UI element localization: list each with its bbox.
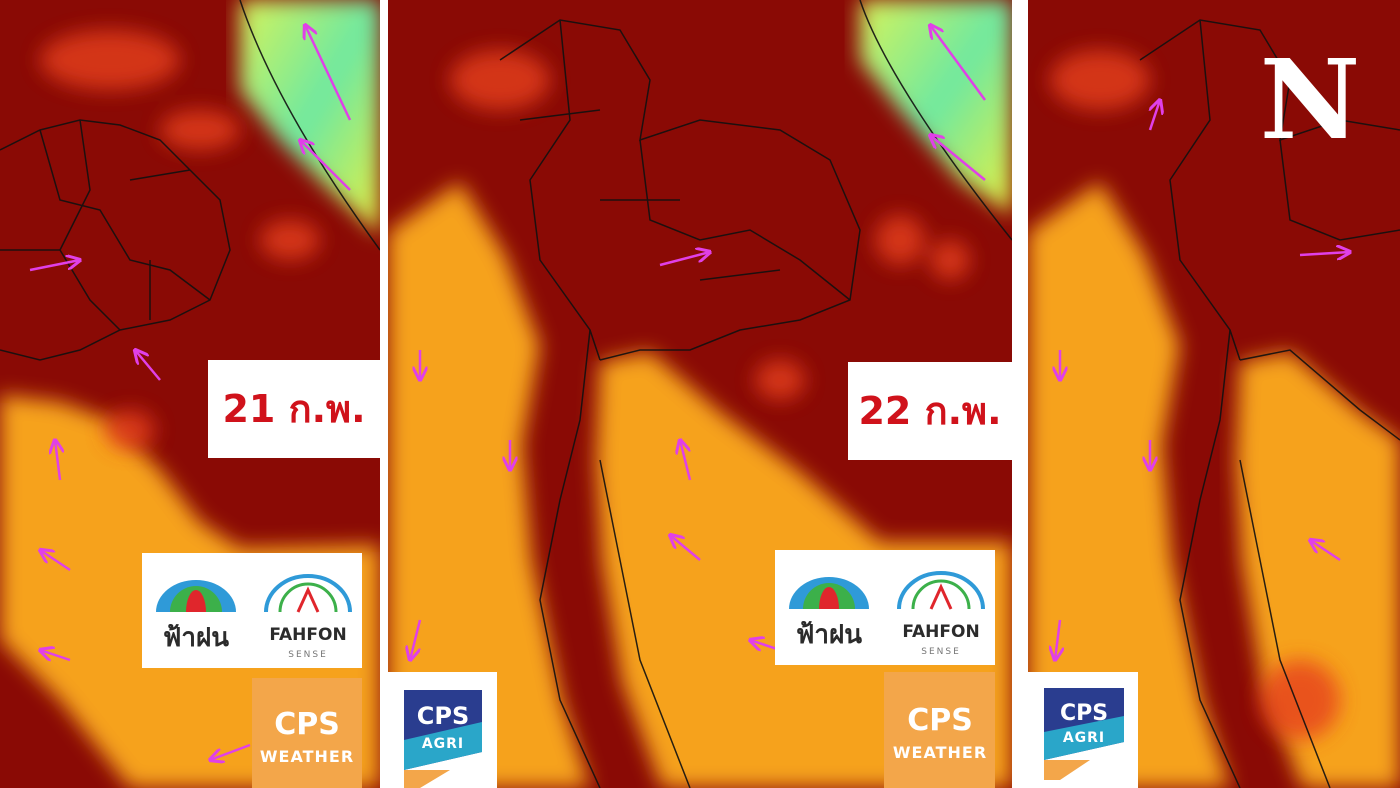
logo-text: WEATHER xyxy=(260,747,354,766)
logo-text: SENSE xyxy=(288,650,328,660)
logo-text: CPS xyxy=(274,707,340,742)
logo-text: CPS xyxy=(907,703,973,738)
date-label: 21 ก.พ. xyxy=(222,387,365,431)
logo-text: CPS xyxy=(1060,701,1108,726)
logo-text: CPS xyxy=(417,702,470,730)
cps-agri-logo: CPS AGRI xyxy=(1028,672,1138,788)
logo-text: WEATHER xyxy=(893,743,987,762)
logo-text: AGRI xyxy=(1063,730,1105,746)
cps-agri-logo: CPS AGRI xyxy=(388,672,497,788)
logo-text: FAHFON xyxy=(269,625,346,645)
logo-text: AGRI xyxy=(422,736,464,752)
fahfon-logo: ฟ้าฝน FAHFON SENSE xyxy=(775,550,995,665)
date-box xyxy=(848,362,1012,460)
logo-text: FAHFON xyxy=(902,622,979,642)
cps-weather-logo: CPS WEATHER xyxy=(884,672,995,788)
watermark: N xyxy=(1260,35,1361,164)
date-box xyxy=(208,360,380,458)
map-panel xyxy=(1028,0,1400,788)
cps-weather-logo: CPS WEATHER xyxy=(252,678,362,788)
fahfon-logo: ฟ้าฝน FAHFON SENSE xyxy=(142,553,362,668)
logo-text: SENSE xyxy=(921,647,961,657)
logo-text: ฟ้าฝน xyxy=(163,623,229,653)
logo-text: ฟ้าฝน xyxy=(796,620,862,650)
date-label: 22 ก.พ. xyxy=(858,389,1001,433)
